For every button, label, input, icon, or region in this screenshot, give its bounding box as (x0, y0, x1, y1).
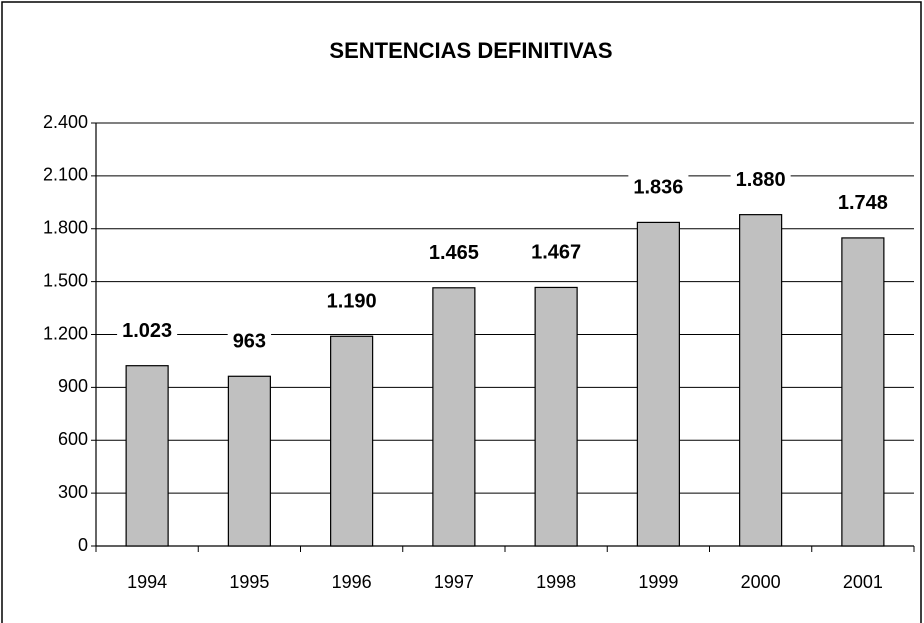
x-tick-label: 2000 (741, 572, 781, 592)
x-tick-label: 1997 (434, 572, 474, 592)
bar (125, 365, 169, 547)
y-tick-label: 1.800 (43, 218, 88, 238)
value-label-bg (730, 166, 791, 195)
x-tick-label: 1996 (332, 572, 372, 592)
chart-title: SENTENCIAS DEFINITIVAS (329, 38, 612, 63)
bar (432, 287, 476, 547)
value-label-bg (832, 189, 893, 218)
x-tick-label: 1998 (536, 572, 576, 592)
x-tick-label: 2001 (843, 572, 883, 592)
value-label-bg (117, 317, 178, 346)
y-tick-label: 1.500 (43, 270, 88, 290)
value-label: 1.748 (838, 192, 888, 214)
bar (227, 375, 271, 547)
y-tick-label: 2.100 (43, 165, 88, 185)
value-label: 1.836 (633, 177, 683, 199)
value-label: 1.465 (429, 242, 479, 264)
y-tick-label: 1.200 (43, 323, 88, 343)
value-label-bg (321, 288, 382, 317)
value-label-bg (628, 174, 689, 203)
bar (841, 237, 885, 547)
value-label-bg (423, 239, 484, 268)
value-label: 963 (233, 331, 266, 353)
bar (330, 335, 374, 547)
x-tick-label: 1995 (229, 572, 269, 592)
value-label-bg (227, 328, 272, 357)
x-tick-label: 1999 (638, 572, 678, 592)
y-tick-label: 600 (58, 429, 88, 449)
value-label: 1.467 (531, 242, 581, 264)
value-label: 1.880 (736, 169, 786, 191)
value-label: 1.023 (122, 320, 172, 342)
bar (739, 214, 783, 547)
y-tick-label: 900 (58, 376, 88, 396)
y-tick-label: 300 (58, 482, 88, 502)
y-tick-label: 2.400 (43, 112, 88, 132)
value-label: 1.190 (327, 291, 377, 313)
y-tick-label: 0 (78, 535, 88, 555)
value-label-bg (526, 239, 587, 268)
bar (636, 221, 680, 547)
bar (534, 286, 578, 547)
x-tick-label: 1994 (127, 572, 167, 592)
